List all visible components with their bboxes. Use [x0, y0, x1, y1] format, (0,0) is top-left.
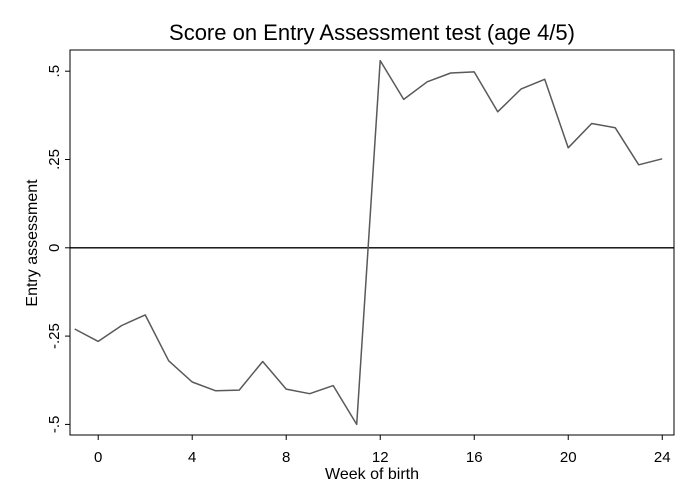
x-tick-label: 8: [282, 449, 290, 466]
y-axis-label: Entry assessment: [24, 179, 41, 307]
chart-title: Score on Entry Assessment test (age 4/5): [169, 20, 575, 45]
x-tick-label: 24: [654, 449, 671, 466]
series-line: [74, 59, 663, 426]
y-tick-label: .25: [46, 149, 63, 170]
x-tick-label: 20: [560, 449, 577, 466]
x-tick-label: 4: [188, 449, 196, 466]
x-tick-label: 0: [94, 449, 102, 466]
x-tick-label: 16: [466, 449, 483, 466]
x-tick-label: 12: [372, 449, 389, 466]
y-axis: .5 .25 0 -.25 -.5: [46, 65, 70, 433]
plot-frame: [69, 49, 675, 436]
y-tick-label: .5: [46, 65, 63, 78]
y-tick-label: 0: [46, 244, 63, 252]
y-tick-label: -.25: [46, 323, 63, 349]
x-axis: 0 4 8 12 16 20 24: [94, 435, 671, 466]
y-tick-label: -.5: [46, 416, 63, 434]
x-axis-label: Week of birth: [325, 466, 419, 483]
